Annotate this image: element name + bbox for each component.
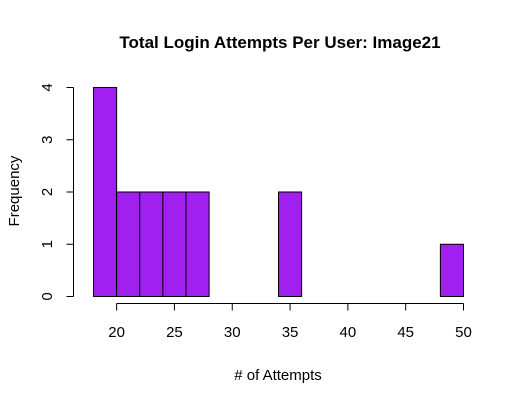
x-tick-label-35: 35 <box>282 324 299 341</box>
x-tick-label-50: 50 <box>455 324 472 341</box>
histogram-bar-26-28 <box>185 191 210 297</box>
chart-title: Total Login Attempts Per User: Image21 <box>119 33 440 52</box>
y-tick-label-2: 2 <box>39 188 56 196</box>
y-axis-label: Frequency <box>6 155 23 226</box>
histogram-bar-18-20 <box>93 87 118 297</box>
x-tick-label-40: 40 <box>340 324 357 341</box>
x-tick-label-20: 20 <box>108 324 125 341</box>
x-axis: 20 25 30 35 40 45 50 <box>108 303 472 341</box>
histogram-bar-34-36 <box>278 191 303 297</box>
histogram-bar-48-50 <box>439 243 464 297</box>
histogram-bar-24-26 <box>162 191 187 297</box>
y-tick-label-3: 3 <box>39 136 56 144</box>
y-axis: 0 1 2 3 4 <box>39 83 74 301</box>
x-tick-label-30: 30 <box>224 324 241 341</box>
histogram-bar-20-22 <box>116 191 141 297</box>
histogram-bar-22-24 <box>139 191 164 297</box>
y-tick-label-0: 0 <box>39 292 56 300</box>
y-tick-label-1: 1 <box>39 240 56 248</box>
x-axis-label: # of Attempts <box>234 367 322 384</box>
y-tick-label-4: 4 <box>39 83 56 91</box>
bars-layer <box>93 87 464 297</box>
x-tick-label-25: 25 <box>166 324 183 341</box>
x-tick-label-45: 45 <box>397 324 414 341</box>
